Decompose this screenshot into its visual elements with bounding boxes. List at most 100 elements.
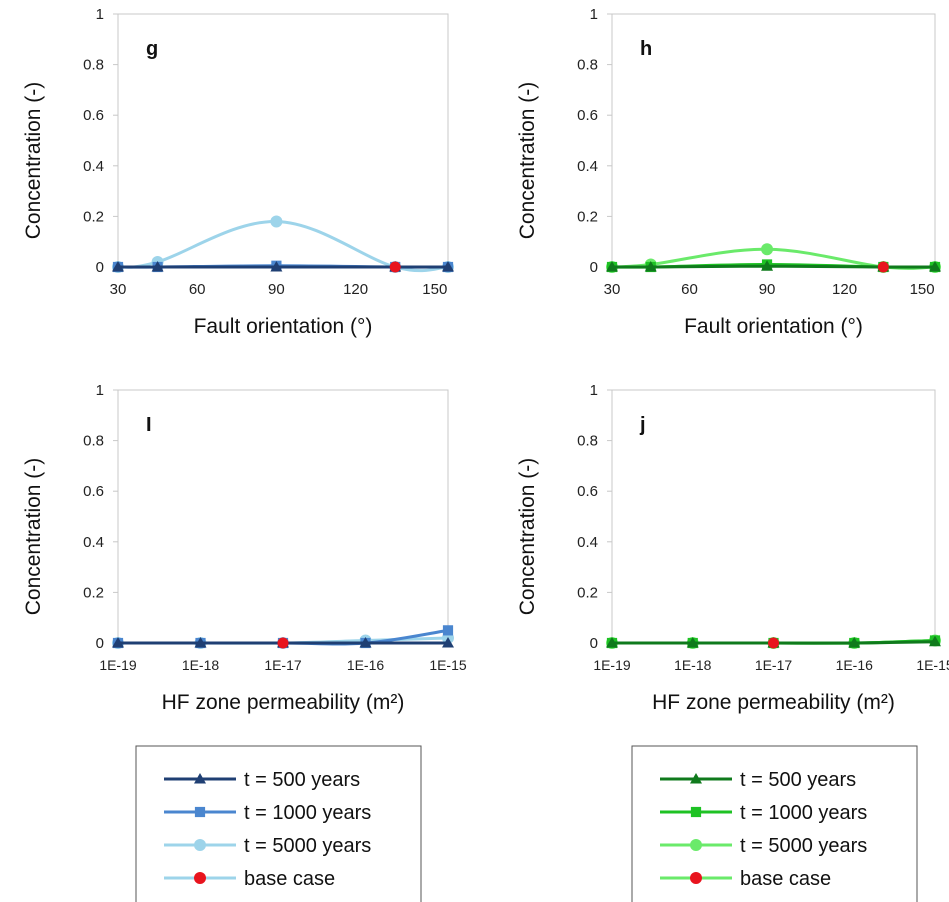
legend-entry: base case: [164, 868, 335, 890]
data-point: [686, 637, 699, 648]
data-point: [270, 261, 283, 272]
data-point: [761, 243, 774, 256]
legend-entry: t = 500 years: [660, 769, 856, 791]
legend-marker: [194, 839, 206, 851]
y-tick-label: 0.2: [83, 208, 104, 225]
legend-marker: [690, 872, 702, 884]
y-tick-label: 0: [590, 635, 598, 652]
legend-marker: [690, 806, 702, 818]
legend-entry: t = 5000 years: [164, 835, 371, 857]
data-point: [359, 637, 372, 648]
y-tick-label: 0: [96, 635, 104, 652]
y-tick-label: 0: [590, 259, 598, 276]
x-axis-label: HF zone permeability (m²): [162, 691, 405, 714]
chart-panel-h: 0 0.2 0.4 0.6 0.8 1 30 60 90 120 150 Fault orientat…: [516, 6, 941, 338]
x-tick-label: 1E-19: [593, 657, 631, 673]
x-tick-label: 1E-18: [674, 657, 712, 673]
y-tick-label: 0.6: [577, 483, 598, 500]
legend-label: t = 500 years: [244, 769, 360, 791]
y-tick-label: 0.8: [577, 433, 598, 450]
x-tick-label: 1E-16: [347, 657, 385, 673]
data-point: [112, 637, 124, 648]
data-point: [606, 637, 618, 648]
legend-box: [631, 745, 918, 902]
legend-label: t = 500 years: [740, 769, 856, 791]
x-tick-label: 120: [343, 281, 368, 298]
data-point: [112, 261, 124, 272]
y-tick-label: 1: [590, 6, 598, 23]
legend-entry: t = 500 years: [164, 769, 360, 791]
plot-area-frame: [611, 13, 936, 268]
y-tick-label: 0.8: [83, 433, 104, 450]
data-point: [151, 261, 164, 272]
base-case-point: [768, 637, 779, 649]
x-tick-label: 60: [189, 281, 206, 298]
panel-label: I: [146, 414, 152, 436]
x-axis-label: HF zone permeability (m²): [652, 691, 895, 714]
legend-blue: t = 500 years t = 1000 years t = 5000 year…: [135, 745, 422, 902]
x-tick-label: 60: [681, 281, 698, 298]
x-axis-label: Fault orientation (°): [194, 315, 373, 338]
chart-panel-g: 0 0.2 0.4 0.6 0.8 1 30 60 90 120 150 Fault orientat…: [22, 6, 454, 338]
y-tick-label: 0.6: [83, 483, 104, 500]
y-tick-label: 0.6: [577, 107, 598, 124]
y-tick-label: 0.8: [577, 57, 598, 74]
x-tick-label: 1E-17: [264, 657, 302, 673]
data-point: [442, 625, 454, 636]
base-case-point: [389, 261, 401, 273]
series-0: [606, 260, 941, 272]
data-point: [848, 637, 861, 648]
chart-panel-i: 0 0.2 0.4 0.6 0.8 1 1E-19 1E-18 1E-17 1E-16 1E-15 H…: [22, 382, 467, 714]
legend-entry: t = 5000 years: [660, 835, 867, 857]
y-tick-label: 0.4: [577, 534, 598, 551]
y-tick-label: 1: [96, 6, 104, 23]
y-tick-label: 0.2: [577, 208, 598, 225]
legend-marker: [194, 773, 206, 784]
y-axis-label: Concentration (-): [22, 458, 45, 616]
y-tick-label: 0.8: [83, 57, 104, 74]
plot-area-frame: [117, 389, 449, 644]
series-3: [768, 637, 779, 649]
legend-marker: [194, 872, 206, 884]
y-axis-label: Concentration (-): [516, 458, 539, 616]
x-tick-label: 120: [832, 281, 857, 298]
legend-label: t = 1000 years: [740, 802, 867, 824]
panel-label: h: [640, 38, 652, 60]
panel-label: j: [639, 414, 646, 436]
legend-marker: [690, 839, 702, 851]
legend-entry: t = 1000 years: [660, 802, 867, 824]
legend-marker: [690, 773, 702, 784]
x-tick-label: 90: [268, 281, 285, 298]
legend-green: t = 500 years t = 1000 years t = 5000 year…: [631, 745, 918, 902]
legend-label: base case: [740, 868, 831, 890]
x-tick-label: 90: [759, 281, 776, 298]
plot-area-frame: [117, 13, 449, 268]
x-tick-label: 1E-15: [916, 657, 949, 673]
data-point: [442, 637, 454, 648]
legend-marker: [194, 806, 206, 818]
data-point: [270, 215, 283, 228]
legend-label: t = 1000 years: [244, 802, 371, 824]
y-axis-label: Concentration (-): [516, 82, 539, 240]
y-axis-label: Concentration (-): [22, 82, 45, 240]
y-tick-label: 0.4: [577, 158, 598, 175]
y-tick-label: 0.4: [83, 158, 104, 175]
y-tick-label: 0.4: [83, 534, 104, 551]
series-3: [389, 261, 401, 273]
legend-label: t = 5000 years: [740, 835, 867, 857]
data-point: [606, 261, 618, 272]
legend-label: base case: [244, 868, 335, 890]
x-tick-label: 1E-15: [429, 657, 467, 673]
x-tick-label: 30: [604, 281, 621, 298]
series-3: [877, 261, 889, 273]
data-point: [194, 637, 207, 648]
x-tick-label: 1E-16: [836, 657, 874, 673]
data-point: [761, 260, 774, 271]
y-tick-label: 0: [96, 259, 104, 276]
series-3: [277, 637, 289, 649]
x-tick-label: 1E-17: [755, 657, 793, 673]
legend-entry: base case: [660, 868, 831, 890]
chart-panel-j: 0 0.2 0.4 0.6 0.8 1 1E-19 1E-18 1E-17 1E-16 1E-15 H…: [516, 382, 949, 714]
plot-area-frame: [611, 389, 936, 644]
